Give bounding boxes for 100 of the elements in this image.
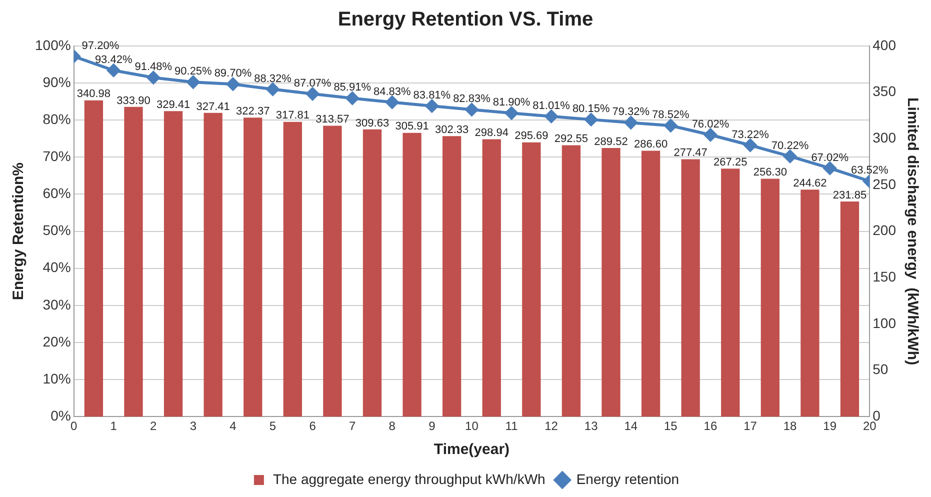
point (505, 106, 518, 120)
data-label: 87.07% (294, 77, 332, 90)
x-tick-label: 19 (823, 419, 837, 434)
x-tick-label: 6 (309, 419, 316, 434)
data-label: 89.70% (214, 68, 252, 80)
data-label: 84.83% (373, 86, 412, 98)
data-label: 82.83% (453, 93, 491, 106)
data-label: 70.22% (771, 140, 809, 152)
data-label: 333.90 (116, 94, 150, 107)
data-label: 305.91 (395, 120, 429, 133)
y-tick-label: 70% (42, 148, 71, 164)
point (704, 128, 717, 142)
y-tick-label: 10% (42, 370, 71, 386)
bar (442, 136, 462, 417)
data-label: 90.25% (174, 66, 212, 78)
point (465, 103, 478, 116)
data-label: 83.81% (413, 90, 451, 102)
data-label: 67.02% (811, 152, 849, 164)
point (266, 82, 280, 96)
data-label: 79.32% (612, 106, 650, 118)
y2-tick-label: 400 (872, 36, 896, 53)
bar (562, 145, 581, 417)
data-label: 340.98 (76, 88, 111, 100)
data-label: 97.20% (82, 40, 120, 52)
y-axis-title: Energy Retention% (10, 162, 28, 300)
data-label: 267.25 (714, 156, 748, 169)
data-label: 244.62 (793, 177, 827, 190)
y2-axis-title: Limited discharge energy (kWh/kWh) (904, 98, 921, 366)
bar (482, 139, 501, 417)
x-axis-title: Time(year) (434, 441, 510, 458)
data-label: 81.90% (492, 96, 530, 109)
x-tick-label: 1 (110, 419, 118, 434)
point (226, 78, 240, 91)
y-tick-label: 60% (42, 185, 71, 202)
y-tick-label: 40% (42, 259, 71, 276)
x-tick-label: 14 (624, 419, 638, 434)
point (306, 87, 320, 100)
data-label: 91.48% (134, 61, 172, 74)
data-label: 292.55 (554, 133, 588, 146)
bar (164, 111, 183, 417)
point (386, 96, 399, 109)
point (107, 64, 120, 77)
bar (840, 201, 860, 417)
point (624, 116, 638, 130)
data-label: 88.32% (254, 72, 292, 85)
legend-label: The aggregate energy throughput kWh/kWh (272, 470, 546, 487)
x-tick-label: 13 (584, 419, 598, 434)
point (146, 71, 160, 84)
point (784, 150, 797, 163)
bar (402, 132, 422, 417)
point (544, 110, 558, 123)
data-label: 302.33 (435, 124, 469, 136)
y2-tick-label: 350 (872, 83, 896, 100)
y2-tick-label: 200 (872, 222, 896, 238)
y-tick-label: 100% (34, 36, 71, 53)
data-label: 93.42% (94, 54, 132, 66)
x-tick-label: 2 (150, 419, 158, 434)
bar (283, 122, 302, 417)
x-tick-label: 0 (70, 419, 78, 434)
data-label: 295.69 (514, 130, 548, 142)
point (186, 76, 200, 89)
y2-tick-label: 300 (872, 130, 896, 146)
x-tick-label: 5 (269, 419, 276, 434)
bar (522, 142, 541, 417)
legend-label: Energy retention (576, 470, 680, 487)
point (823, 162, 836, 175)
bar (323, 126, 342, 417)
bar (681, 159, 700, 417)
point (664, 119, 678, 132)
data-label: 309.63 (355, 117, 390, 130)
x-tick-label: 11 (505, 419, 518, 434)
y-tick-label: 20% (42, 333, 71, 350)
data-label: 313.57 (316, 114, 350, 126)
y-tick-label: 80% (42, 110, 71, 127)
data-label: 231.85 (832, 189, 867, 202)
y2-tick-label: 100 (872, 314, 896, 331)
bar (800, 190, 820, 417)
data-label: 286.60 (634, 138, 668, 151)
y-tick-label: 50% (42, 222, 71, 238)
y2-tick-label: 250 (872, 176, 896, 192)
x-tick-label: 7 (349, 419, 356, 434)
data-label: 81.01% (532, 100, 570, 112)
data-label: 63.52% (850, 164, 889, 177)
bar (362, 129, 382, 417)
bar (124, 106, 143, 417)
x-tick-label: 8 (388, 419, 396, 434)
x-tick-label: 3 (190, 419, 197, 434)
data-label: 327.41 (196, 100, 230, 113)
x-tick-label: 15 (664, 419, 678, 434)
point (584, 113, 598, 126)
data-label: 289.52 (594, 136, 628, 148)
point (744, 138, 757, 152)
bar (721, 168, 740, 417)
x-tick-label: 16 (704, 419, 718, 434)
y-tick-label: 30% (42, 296, 71, 312)
data-label: 256.30 (753, 166, 787, 179)
x-tick-label: 9 (428, 419, 436, 434)
x-tick-label: 12 (544, 419, 558, 434)
x-tick-label: 4 (230, 419, 237, 434)
bar (602, 148, 620, 417)
